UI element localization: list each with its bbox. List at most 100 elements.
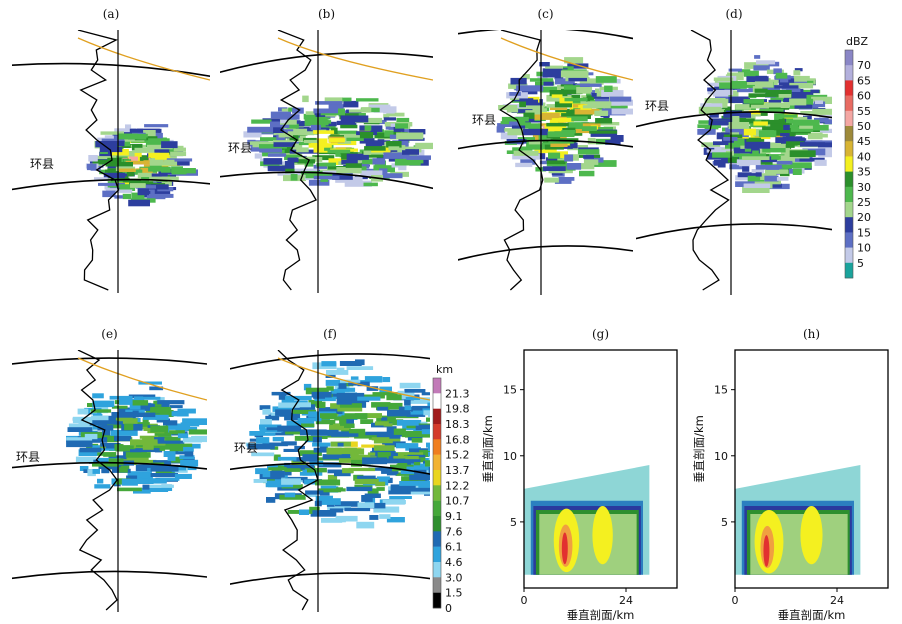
panel-d: 环县 (d) xyxy=(636,7,832,295)
echo-cell xyxy=(131,143,143,151)
echo-cell xyxy=(169,405,183,409)
echo-cell xyxy=(364,376,383,383)
echo-cell xyxy=(109,395,133,400)
echo-cell xyxy=(107,424,123,429)
map-area-c xyxy=(458,30,633,295)
legend-unit: km xyxy=(436,363,453,376)
echo-cell xyxy=(546,122,569,127)
echo-cell xyxy=(611,99,633,106)
range-ring xyxy=(220,51,433,74)
echo-cell xyxy=(792,119,820,126)
echo-cell xyxy=(296,147,309,153)
echo-cell xyxy=(93,459,110,464)
echo-cell xyxy=(243,131,262,138)
echo-cell xyxy=(597,122,620,126)
echo-cell xyxy=(115,445,140,452)
echo-cell xyxy=(313,108,338,114)
echo-cell xyxy=(413,462,420,466)
echo-cell xyxy=(778,119,792,125)
echo-cell xyxy=(305,172,333,179)
echo-cell xyxy=(310,138,328,145)
echo-cell xyxy=(179,455,195,460)
panel-label: (g) xyxy=(592,327,609,341)
echo-cell xyxy=(775,72,788,79)
echo-cell xyxy=(368,452,376,456)
echo-cell xyxy=(386,517,405,523)
echo-cell xyxy=(583,72,594,76)
echo-cell xyxy=(329,508,344,513)
echo-cell xyxy=(744,70,759,77)
echo-cell xyxy=(498,105,518,111)
legend-swatch xyxy=(433,485,441,501)
legend-tick-label: 18.3 xyxy=(445,418,470,431)
echo-cell xyxy=(764,175,779,182)
echo-cell xyxy=(374,445,395,451)
legend-swatch xyxy=(433,546,441,563)
echo-cell xyxy=(814,117,829,123)
echo-cell xyxy=(776,160,793,165)
echo-cell xyxy=(560,70,589,78)
echo-cell xyxy=(555,78,575,85)
echo-cell xyxy=(273,454,281,461)
echo-cell xyxy=(520,158,536,165)
x-axis-label: 垂直剖面/km xyxy=(778,608,846,622)
echo-cell xyxy=(561,88,583,95)
echo-cell xyxy=(357,381,370,387)
legend-swatch xyxy=(845,156,853,172)
echo-cell xyxy=(742,83,765,88)
echo-cell xyxy=(91,415,109,421)
echo-cell xyxy=(406,466,429,471)
echo-cell xyxy=(741,156,770,160)
legend-tick-label: 1.5 xyxy=(445,587,463,600)
echo-cell xyxy=(134,155,160,159)
echo-cell xyxy=(337,387,356,392)
echo-cell xyxy=(312,155,335,161)
echo-cell xyxy=(320,491,330,496)
echo-cell xyxy=(512,153,540,160)
echo-cell xyxy=(354,478,379,485)
echo-cell xyxy=(713,141,729,146)
echo-cell xyxy=(554,179,572,184)
echo-cell xyxy=(336,167,362,174)
echo-cell xyxy=(357,396,381,401)
echo-cell xyxy=(783,114,798,118)
echo-cell xyxy=(149,164,162,169)
y-tick-label: 5 xyxy=(721,516,728,529)
echo-cell xyxy=(119,168,136,172)
echo-cell xyxy=(132,410,139,418)
echo-cell xyxy=(180,422,200,427)
echo-cell xyxy=(383,109,395,114)
echo-cell xyxy=(321,518,343,523)
echo-cell xyxy=(738,132,749,137)
echo-cell xyxy=(504,128,529,132)
echo-cell xyxy=(101,467,110,474)
echo-cell xyxy=(256,437,270,444)
echo-cell xyxy=(564,57,584,64)
echo-cell xyxy=(743,128,756,136)
echo-cell xyxy=(547,131,575,138)
echo-cell xyxy=(281,478,301,485)
echo-cell xyxy=(523,112,535,120)
echo-cell xyxy=(425,449,430,457)
echo-cell xyxy=(86,163,97,171)
echo-cell xyxy=(272,436,284,442)
legend-tick-label: 65 xyxy=(857,74,871,87)
echo-cell xyxy=(789,98,807,106)
echo-cell xyxy=(743,183,771,188)
echo-cell xyxy=(371,437,390,441)
echo-cell xyxy=(519,101,526,108)
echo-cell xyxy=(376,487,385,491)
echo-cell xyxy=(335,515,358,522)
legend-swatch xyxy=(433,577,441,593)
echo-cell xyxy=(546,160,566,165)
echo-cell xyxy=(97,435,119,443)
echo-cell xyxy=(247,126,276,133)
echo-cell xyxy=(103,452,117,457)
echo-cell xyxy=(325,379,346,386)
echo-cell xyxy=(273,142,295,147)
echo-cell xyxy=(423,410,430,416)
echo-cell xyxy=(319,445,328,452)
echo-cell xyxy=(348,109,371,113)
echo-cell xyxy=(709,113,719,118)
legend-swatch xyxy=(845,217,853,233)
